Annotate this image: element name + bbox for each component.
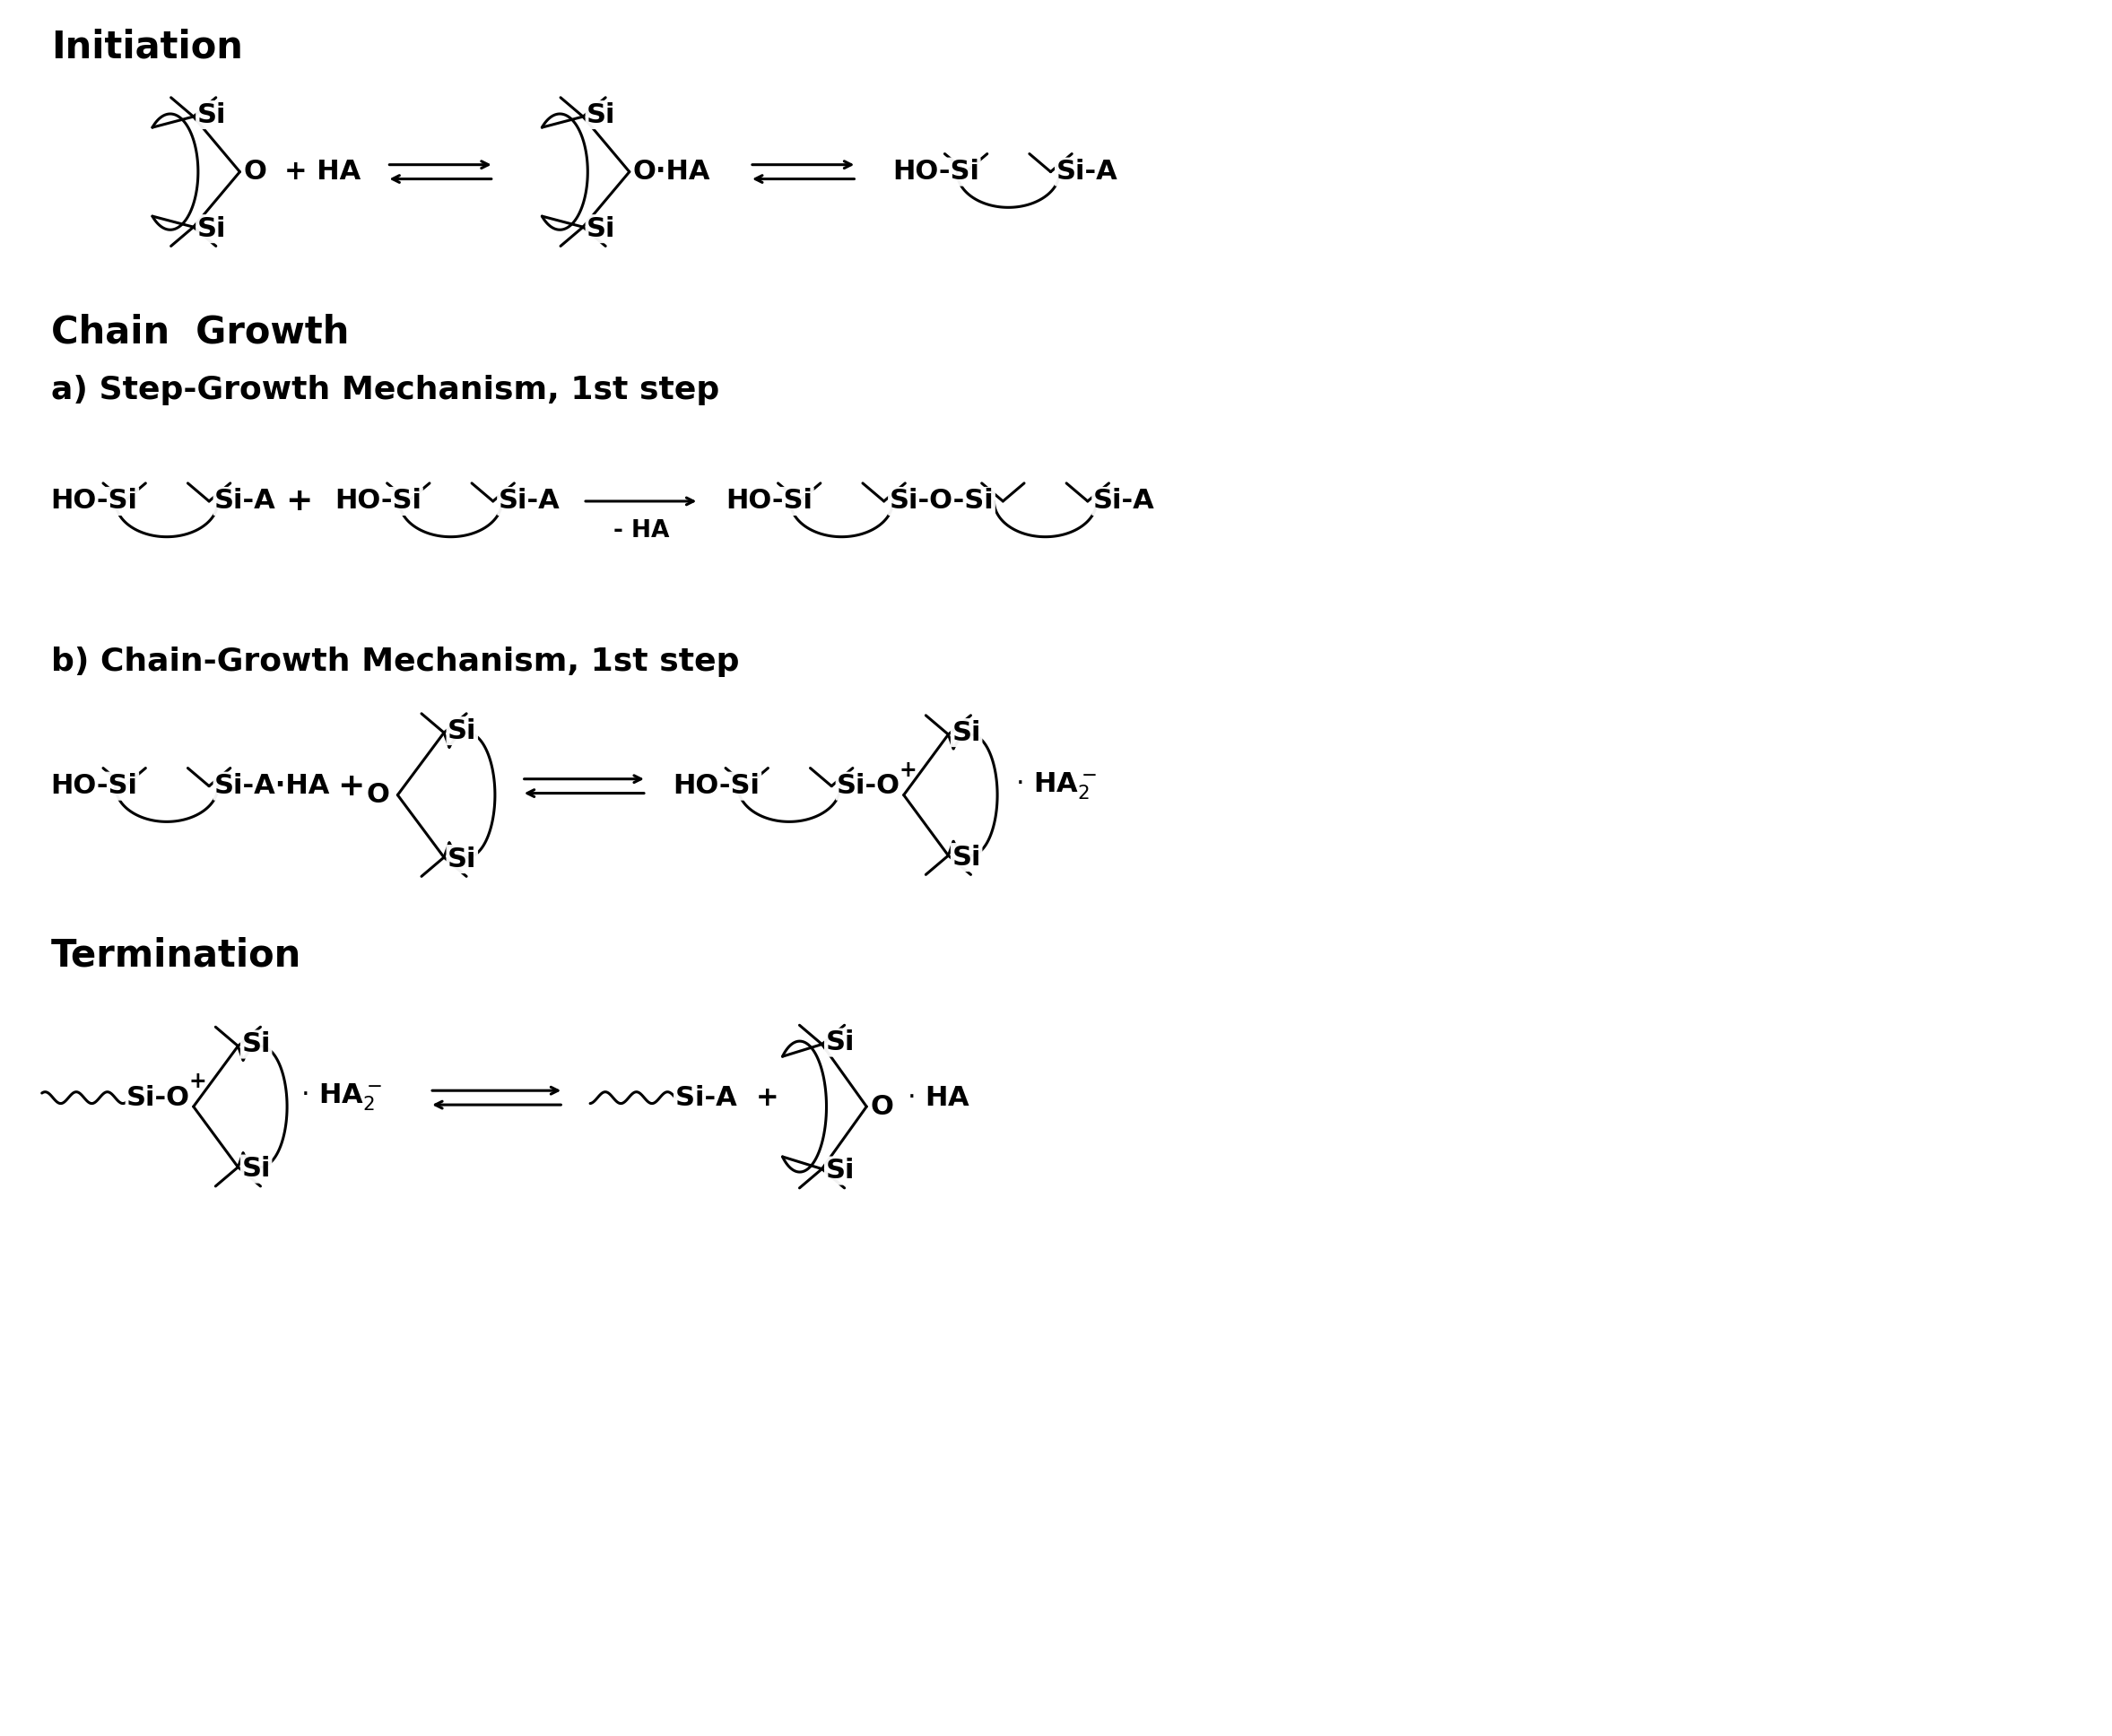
Text: a) Step-Growth Mechanism, 1st step: a) Step-Growth Mechanism, 1st step (51, 375, 720, 404)
Text: Si: Si (587, 102, 617, 128)
Text: $\cdot$ HA$_2^-$: $\cdot$ HA$_2^-$ (1016, 771, 1098, 802)
Text: O: O (243, 158, 266, 184)
Text: O·HA: O·HA (634, 158, 710, 184)
Text: Si-A: Si-A (1094, 488, 1155, 514)
Text: Si: Si (826, 1029, 855, 1055)
Text: HO-Si: HO-Si (51, 773, 137, 799)
Text: Si: Si (448, 845, 477, 871)
Text: Si: Si (826, 1158, 855, 1184)
Text: HO-Si: HO-Si (727, 488, 813, 514)
Text: Si: Si (241, 1031, 270, 1057)
Text: Si: Si (196, 102, 226, 128)
Text: +: + (188, 1071, 207, 1092)
Text: Si: Si (196, 215, 226, 241)
Text: HO-Si: HO-Si (893, 158, 980, 184)
Text: Termination: Termination (51, 936, 302, 974)
Text: Si: Si (241, 1156, 270, 1182)
Text: +: + (285, 486, 313, 516)
Text: Si-A: Si-A (215, 488, 277, 514)
Text: Si-O: Si-O (127, 1085, 190, 1111)
Text: Initiation: Initiation (51, 28, 243, 66)
Text: Si-O: Si-O (836, 773, 900, 799)
Text: Si-A: Si-A (498, 488, 560, 514)
Text: Si-O-Si: Si-O-Si (889, 488, 995, 514)
Text: HO-Si: HO-Si (51, 488, 137, 514)
Text: HO-Si: HO-Si (674, 773, 760, 799)
Text: b) Chain-Growth Mechanism, 1st step: b) Chain-Growth Mechanism, 1st step (51, 646, 739, 677)
Text: Si: Si (587, 215, 617, 241)
Text: Si: Si (448, 719, 477, 745)
Text: Si: Si (953, 844, 980, 870)
Text: Si: Si (953, 720, 980, 746)
Text: Si-A  +: Si-A + (676, 1085, 779, 1111)
Text: O: O (870, 1094, 893, 1120)
Text: +: + (900, 759, 917, 781)
Text: Chain  Growth: Chain Growth (51, 312, 348, 351)
Text: +: + (338, 771, 363, 802)
Text: $\cdot$ HA$_2^-$: $\cdot$ HA$_2^-$ (300, 1082, 382, 1113)
Text: $\cdot$ HA: $\cdot$ HA (906, 1085, 972, 1111)
Text: - HA: - HA (612, 519, 670, 542)
Text: HO-Si: HO-Si (336, 488, 422, 514)
Text: O: O (365, 781, 389, 807)
Text: + HA: + HA (285, 158, 361, 184)
Text: Si-A: Si-A (1056, 158, 1117, 184)
Text: Si-A·HA: Si-A·HA (215, 773, 329, 799)
